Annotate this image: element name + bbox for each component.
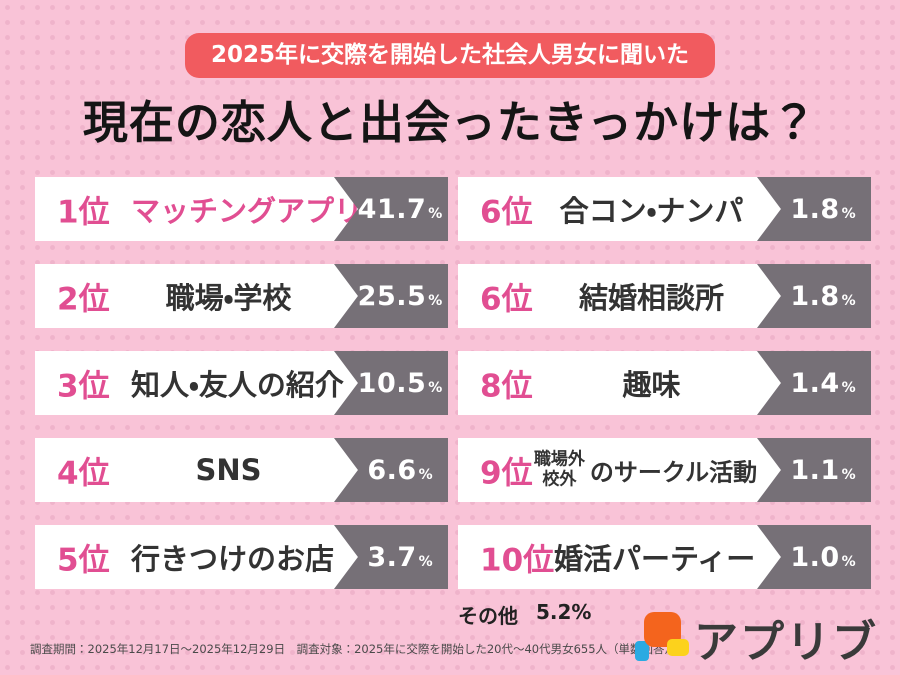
value-arrow: 3.7% bbox=[334, 525, 448, 589]
value-arrow: 10.5% bbox=[334, 351, 448, 415]
category-label: 婚活パーティー bbox=[554, 542, 756, 576]
value-arrow: 1.4% bbox=[757, 351, 871, 415]
ranking-row-9: 9位 職場外 校外 のサークル活動 1.1% bbox=[458, 438, 871, 502]
rank-badge: 6位 bbox=[480, 194, 533, 231]
category-label: 知人・友人の紹介 bbox=[131, 368, 344, 402]
rank-badge: 10位 bbox=[480, 542, 555, 579]
rank-badge: 6位 bbox=[480, 281, 533, 318]
brand-logo: アプリブ bbox=[634, 606, 878, 670]
value-arrow: 6.6% bbox=[334, 438, 448, 502]
ranking-grid: 1位 マッチングアプリ 41.7% 2位 職場・学校 25.5% 3位 知人・友… bbox=[35, 177, 871, 589]
survey-methodology-note: 調査期間：2025年12月17日〜2025年12月29日 調査対象：2025年に… bbox=[30, 642, 677, 656]
category-label: 趣味 bbox=[622, 368, 681, 402]
rank-badge: 5位 bbox=[57, 542, 110, 579]
ranking-row-2: 2位 職場・学校 25.5% bbox=[35, 264, 448, 328]
percent-value: 10.5 bbox=[357, 367, 427, 399]
rank-badge: 2位 bbox=[57, 281, 110, 318]
category-label-stack-top: 職場外 bbox=[533, 449, 585, 470]
category-label: 職場・学校 bbox=[165, 281, 292, 315]
ranking-row-8: 8位 趣味 1.4% bbox=[458, 351, 871, 415]
percent-value: 41.7 bbox=[357, 193, 427, 225]
percent-value: 25.5 bbox=[357, 280, 427, 312]
percent-sign: % bbox=[418, 466, 433, 483]
survey-subject-badge: 2025年に交際を開始した社会人男女に聞いた bbox=[184, 33, 716, 78]
category-label: 行きつけのお店 bbox=[131, 542, 335, 576]
percent-value: 1.1 bbox=[790, 454, 840, 486]
app-squares-icon bbox=[634, 609, 690, 667]
percent-value: 6.6 bbox=[367, 454, 417, 486]
category-label-stack-bottom: 校外 bbox=[542, 470, 577, 490]
ranking-row-4: 4位 SNS 6.6% bbox=[35, 438, 448, 502]
ranking-row-1: 1位 マッチングアプリ 41.7% bbox=[35, 177, 448, 241]
category-label: 職場外 校外 のサークル活動 bbox=[534, 450, 758, 491]
percent-value: 1.8 bbox=[790, 193, 840, 225]
percent-value: 1.8 bbox=[790, 280, 840, 312]
category-label: SNS bbox=[195, 453, 262, 487]
percent-sign: % bbox=[418, 553, 433, 570]
category-label: マッチングアプリ bbox=[131, 194, 364, 228]
logo-yellow-square bbox=[667, 639, 689, 656]
category-label-suffix: のサークル活動 bbox=[589, 458, 758, 487]
value-arrow: 25.5% bbox=[334, 264, 448, 328]
percent-value: 1.4 bbox=[790, 367, 840, 399]
value-arrow: 1.8% bbox=[757, 177, 871, 241]
percent-sign: % bbox=[841, 292, 856, 309]
other-label: その他 bbox=[458, 604, 518, 628]
rank-badge: 3位 bbox=[57, 368, 110, 405]
category-label: 結婚相談所 bbox=[578, 281, 724, 315]
category-label-stack: 職場外 校外 bbox=[534, 450, 585, 491]
other-value: 5.2% bbox=[536, 600, 592, 624]
value-arrow: 1.0% bbox=[757, 525, 871, 589]
page-title: 現在の恋人と出会ったきっかけは？ bbox=[82, 96, 818, 149]
rank-badge: 4位 bbox=[57, 455, 110, 492]
percent-sign: % bbox=[841, 379, 856, 396]
percent-value: 1.0 bbox=[790, 541, 840, 573]
ranking-row-6b: 6位 結婚相談所 1.8% bbox=[458, 264, 871, 328]
ranking-row-10: 10位 婚活パーティー 1.0% bbox=[458, 525, 871, 589]
logo-blue-square bbox=[635, 641, 649, 661]
brand-name: アプリブ bbox=[694, 617, 878, 668]
value-arrow: 1.1% bbox=[757, 438, 871, 502]
percent-sign: % bbox=[428, 379, 443, 396]
rank-badge: 9位 bbox=[480, 455, 533, 492]
category-label: 合コン・ナンパ bbox=[559, 194, 744, 228]
rank-badge: 1位 bbox=[57, 194, 110, 231]
ranking-row-3: 3位 知人・友人の紹介 10.5% bbox=[35, 351, 448, 415]
percent-sign: % bbox=[428, 205, 443, 222]
percent-value: 3.7 bbox=[367, 541, 417, 573]
percent-sign: % bbox=[841, 205, 856, 222]
other-category-row: その他 5.2% bbox=[458, 600, 591, 629]
ranking-row-6: 6位 合コン・ナンパ 1.8% bbox=[458, 177, 871, 241]
percent-sign: % bbox=[841, 466, 856, 483]
value-arrow: 1.8% bbox=[757, 264, 871, 328]
ranking-row-5: 5位 行きつけのお店 3.7% bbox=[35, 525, 448, 589]
percent-sign: % bbox=[841, 553, 856, 570]
percent-sign: % bbox=[428, 292, 443, 309]
rank-badge: 8位 bbox=[480, 368, 533, 405]
